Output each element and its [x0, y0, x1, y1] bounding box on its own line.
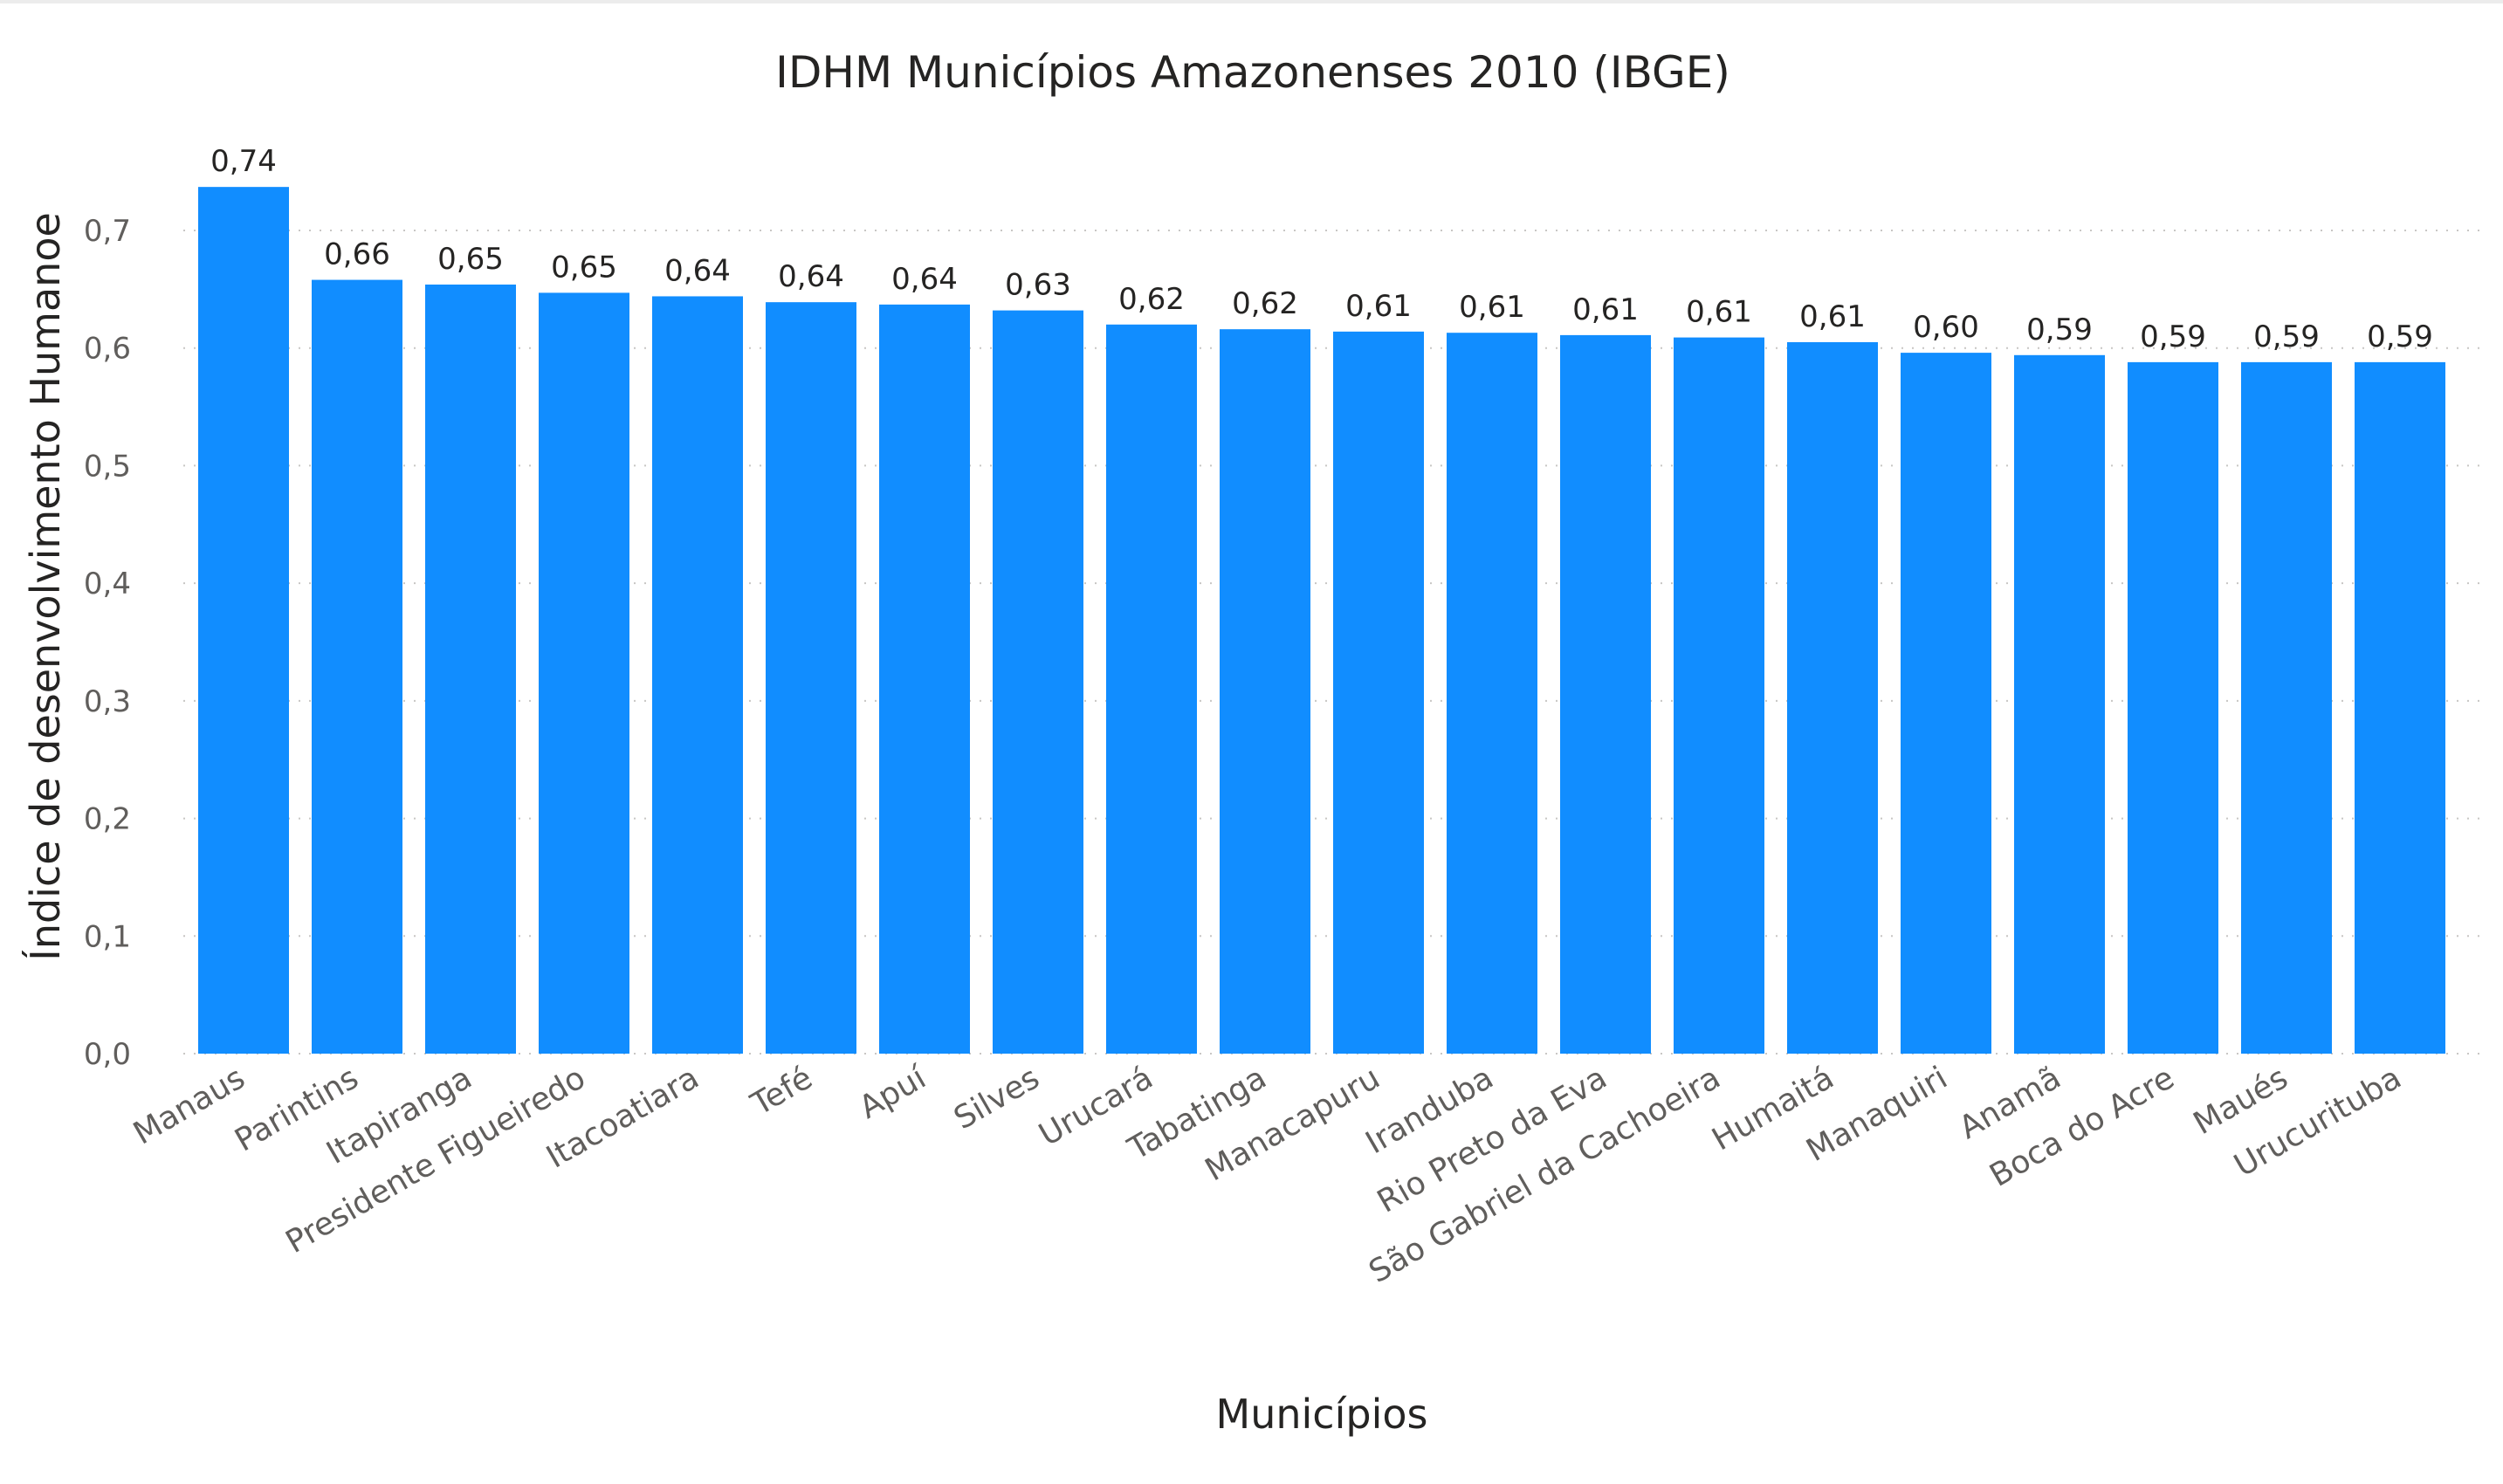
- bar: [993, 310, 1083, 1054]
- bar: [1787, 341, 1878, 1054]
- x-tick-label: Tefé: [745, 1060, 818, 1123]
- x-axis-title: Municípios: [1216, 1391, 1428, 1438]
- data-label: 0,61: [1345, 289, 1412, 324]
- x-tick-label: Silves: [948, 1060, 1046, 1137]
- bar: [1333, 331, 1424, 1055]
- y-tick-label: 0,4: [84, 567, 131, 601]
- data-label: 0,64: [891, 262, 958, 297]
- y-axis-ticks: 0,0 0,1 0,2 0,3 0,4 0,5 0,6 0,7: [84, 214, 131, 1072]
- bar: [766, 302, 856, 1054]
- bar: [1447, 333, 1537, 1054]
- chart-title: IDHM Municípios Amazonenses 2010 (IBGE): [775, 47, 1730, 98]
- bar: [1901, 353, 1991, 1054]
- y-tick-label: 0,6: [84, 332, 131, 367]
- top-border: [0, 0, 2503, 3]
- data-label: 0,59: [2253, 319, 2320, 354]
- bar: [1674, 337, 1764, 1055]
- data-label: 0,59: [2140, 319, 2206, 354]
- bar: [1106, 324, 1197, 1054]
- y-tick-label: 0,7: [84, 214, 131, 249]
- x-tick-label: Apuí: [853, 1060, 932, 1126]
- data-labels: 0,74 0,66 0,65 0,65 0,64 0,64 0,64 0,63 0,62 0,62…: [210, 144, 2433, 354]
- data-label: 0,65: [437, 242, 504, 277]
- y-axis-title: Índice de desenvolvimento Humanoe: [22, 212, 69, 961]
- data-label: 0,61: [1686, 295, 1752, 330]
- y-tick-label: 0,3: [84, 684, 131, 719]
- data-label: 0,64: [664, 253, 731, 288]
- bar: [652, 296, 743, 1054]
- bar: [2355, 361, 2445, 1054]
- bar: [425, 284, 516, 1054]
- bar: [2128, 361, 2218, 1054]
- bar: [2241, 361, 2332, 1054]
- data-label: 0,61: [1799, 299, 1866, 334]
- data-label: 0,62: [1232, 286, 1298, 321]
- data-label: 0,62: [1118, 282, 1185, 317]
- bar: [2014, 354, 2105, 1055]
- data-label: 0,66: [324, 237, 390, 272]
- data-label: 0,60: [1913, 310, 1979, 345]
- bar: [879, 304, 970, 1054]
- x-tick-label: Manaus: [127, 1060, 251, 1151]
- data-label: 0,65: [551, 250, 617, 285]
- y-tick-label: 0,0: [84, 1037, 131, 1072]
- data-label: 0,59: [2026, 313, 2093, 347]
- y-tick-label: 0,2: [84, 802, 131, 837]
- data-label: 0,61: [1459, 290, 1525, 325]
- bars: [198, 187, 2445, 1055]
- bar: [1220, 329, 1310, 1054]
- y-tick-label: 0,5: [84, 449, 131, 484]
- bar: [198, 187, 289, 1055]
- data-label: 0,64: [778, 259, 844, 294]
- bar: [312, 279, 402, 1055]
- data-label: 0,61: [1572, 292, 1639, 327]
- y-tick-label: 0,1: [84, 919, 131, 954]
- data-label: 0,74: [210, 144, 277, 179]
- data-label: 0,59: [2367, 319, 2433, 354]
- bar: [539, 292, 629, 1054]
- bar: [1560, 334, 1651, 1054]
- data-label: 0,63: [1005, 268, 1071, 303]
